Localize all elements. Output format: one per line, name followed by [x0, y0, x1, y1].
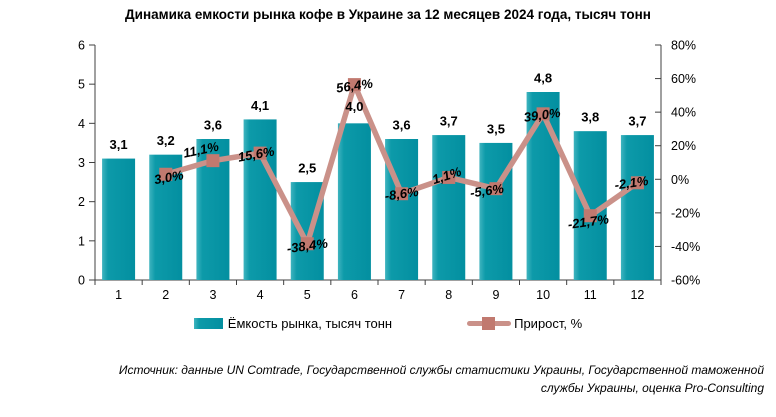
- bar-value-label-month-7: 3,6: [393, 118, 411, 133]
- growth-marker-month-3: [206, 154, 220, 168]
- bar-value-label-month-10: 4,8: [534, 71, 552, 86]
- source-line-1: Источник: данные UN Comtrade, Государств…: [118, 363, 764, 377]
- chart-legend: Ёмкость рынка, тысяч тонн Прирост, %: [0, 316, 776, 331]
- growth-marker-month-12: [630, 176, 644, 190]
- growth-marker-month-7: [395, 187, 409, 201]
- y-axis-left-label: 6: [78, 39, 85, 53]
- y-axis-right-label: 60%: [671, 72, 696, 86]
- bar-value-label-month-9: 3,5: [487, 121, 505, 136]
- chart-title: Динамика емкости рынка кофе в Украине за…: [125, 7, 651, 22]
- bar-month-9: [479, 142, 513, 280]
- source-note: Источник: данные UN Comtrade, Государств…: [30, 361, 764, 397]
- y-axis-right-label: -40%: [671, 240, 700, 254]
- bar-month-1: [102, 158, 136, 280]
- bar-value-label-month-6: 4,0: [345, 99, 363, 114]
- line-swatch-icon: [467, 317, 512, 330]
- legend-item-growth: Прирост, %: [467, 316, 582, 331]
- x-axis-label: 10: [536, 288, 550, 302]
- bar-month-6: [337, 123, 371, 280]
- growth-value-label-month-2: 3,0%: [153, 167, 185, 187]
- bar-month-4: [243, 119, 277, 281]
- y-axis-right-label: -60%: [671, 274, 700, 288]
- growth-value-label-month-7: -8,6%: [384, 184, 420, 204]
- x-axis-label: 4: [257, 288, 264, 302]
- y-axis-right-label: 0%: [671, 173, 689, 187]
- growth-marker-month-6: [347, 78, 361, 92]
- legend-label-market-capacity: Ёмкость рынка, тысяч тонн: [227, 316, 393, 331]
- bar-month-10: [526, 92, 560, 280]
- growth-marker-month-11: [583, 209, 597, 223]
- bar-month-12: [620, 135, 654, 280]
- bar-value-label-month-5: 2,5: [298, 161, 316, 176]
- x-axis-label: 6: [351, 288, 358, 302]
- growth-value-label-month-3: 11,1%: [182, 138, 221, 160]
- bar-value-label-month-11: 3,8: [581, 110, 599, 125]
- growth-value-label-month-12: -2,1%: [614, 173, 650, 193]
- bar-swatch-icon: [193, 318, 223, 329]
- x-axis-label: 8: [445, 288, 452, 302]
- legend-item-market-capacity: Ёмкость рынка, тысяч тонн: [193, 316, 393, 331]
- growth-marker-month-4: [253, 146, 267, 160]
- y-axis-left-label: 0: [78, 274, 85, 288]
- x-axis-label: 9: [492, 288, 499, 302]
- bar-month-8: [432, 135, 466, 280]
- growth-value-label-month-6: 56,4%: [335, 76, 374, 96]
- x-axis-label: 5: [304, 288, 311, 302]
- bar-value-label-month-8: 3,7: [440, 114, 458, 129]
- legend-label-growth: Прирост, %: [514, 316, 583, 331]
- y-axis-left-label: 1: [78, 234, 85, 248]
- growth-marker-month-10: [536, 107, 550, 121]
- growth-marker-month-2: [159, 167, 173, 181]
- growth-value-label-month-11: -21,7%: [567, 211, 610, 232]
- growth-marker-month-8: [442, 170, 456, 184]
- line-marker-icon: [482, 317, 496, 330]
- y-axis-left-label: 4: [78, 117, 85, 131]
- x-axis-label: 3: [209, 288, 216, 302]
- bar-value-label-month-2: 3,2: [157, 133, 175, 148]
- growth-value-label-month-10: 39,0%: [523, 105, 562, 125]
- growth-value-label-month-5: -38,4%: [286, 235, 329, 256]
- x-axis-label: 1: [115, 288, 122, 302]
- bar-value-label-month-12: 3,7: [628, 114, 646, 129]
- y-axis-right-label: 40%: [671, 106, 696, 120]
- x-axis-label: 12: [630, 288, 644, 302]
- growth-value-label-month-9: -5,6%: [469, 181, 505, 201]
- y-axis-left-label: 5: [78, 78, 85, 92]
- y-axis-left-label: 3: [78, 156, 85, 170]
- x-axis-label: 7: [398, 288, 405, 302]
- y-axis-left-label: 2: [78, 195, 85, 209]
- growth-marker-month-5: [300, 237, 314, 251]
- bar-value-label-month-4: 4,1: [251, 98, 269, 113]
- y-axis-right-label: 20%: [671, 139, 696, 153]
- y-axis-right-label: -20%: [671, 206, 700, 220]
- bar-value-label-month-1: 3,1: [110, 137, 128, 152]
- growth-marker-month-9: [489, 182, 503, 196]
- growth-value-label-month-4: 15,6%: [237, 143, 276, 164]
- x-axis-label: 11: [584, 288, 597, 302]
- x-axis-label: 2: [162, 288, 169, 302]
- source-line-2: службы Украины, оценка Pro-Consulting: [540, 381, 764, 395]
- y-axis-right-label: 80%: [671, 39, 696, 53]
- bar-value-label-month-3: 3,6: [204, 118, 222, 133]
